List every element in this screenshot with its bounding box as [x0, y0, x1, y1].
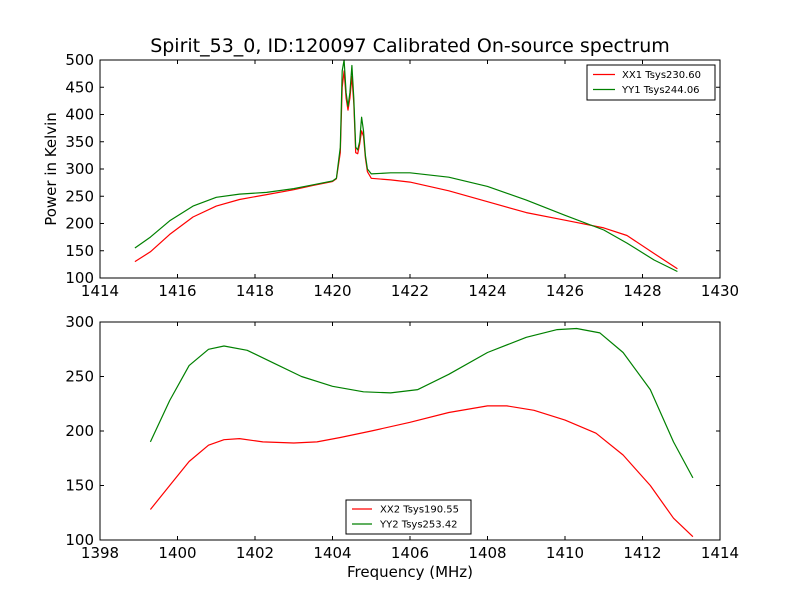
legend: XX1 Tsys230.60 YY1 Tsys244.06	[586, 64, 716, 101]
y-tick-label: 100	[65, 269, 94, 287]
y-tick-label: 450	[65, 78, 94, 96]
legend-entry-label: XX2 Tsys190.55	[380, 505, 459, 516]
legend-box	[586, 64, 716, 101]
x-tick-label: 1400	[158, 544, 196, 562]
bottom-panel: 1398 1400 1402 1404 1406 1408 1410 1412 1414 100 1…	[65, 313, 739, 562]
x-tick-label: 1398	[81, 544, 119, 562]
x-tick-label: 1430	[701, 282, 739, 300]
x-tick-label: 1414	[81, 282, 119, 300]
series-line-xx2	[149, 405, 694, 538]
top-panel: 1414 1416 1418 1420 1422 1424 1426 1428 1430 100 1…	[65, 51, 739, 300]
chart-title: Spirit_53_0, ID:120097 Calibrated On-sou…	[150, 35, 670, 57]
y-tick-label: 350	[65, 133, 94, 151]
legend-entry-label: XX1 Tsys230.60	[622, 70, 701, 81]
y-tick-label: 300	[65, 160, 94, 178]
x-tick-label: 1418	[236, 282, 274, 300]
x-tick-label: 1428	[623, 282, 661, 300]
x-tick-label: 1422	[391, 282, 429, 300]
x-tick-label: 1404	[313, 544, 351, 562]
y-tick-label: 100	[65, 531, 94, 549]
x-tick-label: 1420	[313, 282, 351, 300]
legend-box	[345, 499, 472, 535]
y-tick-label: 400	[65, 106, 94, 124]
x-tick-label: 1414	[701, 544, 739, 562]
x-tick-label: 1416	[158, 282, 196, 300]
x-tick-label: 1406	[391, 544, 429, 562]
x-tick-label: 1408	[468, 544, 506, 562]
x-tick-label: 1412	[623, 544, 661, 562]
series-line-yy1	[134, 59, 678, 273]
x-tick-label: 1424	[468, 282, 506, 300]
x-tick-label: 1402	[236, 544, 274, 562]
y-tick-label: 250	[65, 368, 94, 386]
legend-entry-label: YY1 Tsys244.06	[621, 85, 700, 96]
y-tick-label: 150	[65, 477, 94, 495]
y-tick-label: 150	[65, 242, 94, 260]
legend-entry-label: YY2 Tsys253.42	[379, 520, 458, 531]
x-tick-label: 1410	[546, 544, 584, 562]
y-tick-label: 250	[65, 187, 94, 205]
y-tick-label: 200	[65, 215, 94, 233]
x-tick-label: 1426	[546, 282, 584, 300]
legend: XX2 Tsys190.55 YY2 Tsys253.42	[345, 499, 472, 535]
y-tick-label: 500	[65, 51, 94, 69]
y-tick-label: 200	[65, 422, 94, 440]
y-tick-label: 300	[65, 313, 94, 331]
y-axis-label: Power in Kelvin	[42, 112, 60, 226]
series-line-yy2	[149, 327, 694, 479]
x-axis-label: Frequency (MHz)	[347, 563, 473, 581]
